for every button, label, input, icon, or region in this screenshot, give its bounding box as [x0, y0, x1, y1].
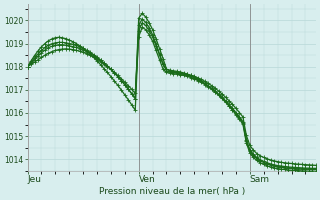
- X-axis label: Pression niveau de la mer( hPa ): Pression niveau de la mer( hPa ): [99, 187, 245, 196]
